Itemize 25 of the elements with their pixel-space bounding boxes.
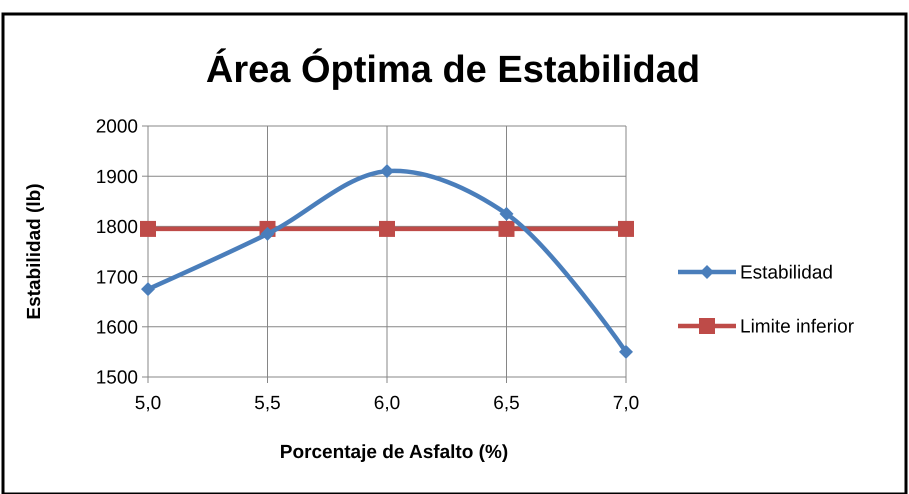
x-tick-label: 6,5 (493, 393, 520, 414)
y-tick-label: 1700 (96, 267, 138, 288)
x-tick-label: 5,5 (254, 393, 281, 414)
point (380, 164, 394, 178)
x-tick-label: 5,0 (134, 393, 162, 414)
y-tick-label: 1500 (96, 368, 138, 389)
point (619, 344, 633, 359)
legend-label: Limite inferior (740, 316, 855, 338)
point (618, 220, 634, 237)
y-tick-label: 1900 (96, 166, 138, 188)
y-tick-label: 1600 (96, 317, 138, 338)
point (500, 206, 514, 221)
x-tick-label: 7,0 (612, 393, 640, 414)
y-axis-title: Estabilidad (lb) (24, 183, 45, 320)
y-tick-label: 1800 (96, 217, 138, 238)
legend-label: Estabilidad (740, 262, 833, 284)
y-tick-label: 2000 (96, 116, 138, 138)
point (140, 220, 156, 237)
point (260, 226, 274, 241)
point (379, 220, 395, 237)
chart-title: Área Óptima de Estabilidad (206, 48, 700, 91)
x-axis-title: Porcentaje de Asfalto (%) (280, 442, 508, 463)
point (498, 220, 514, 237)
x-tick-label: 6,0 (374, 393, 400, 414)
point (141, 282, 155, 296)
